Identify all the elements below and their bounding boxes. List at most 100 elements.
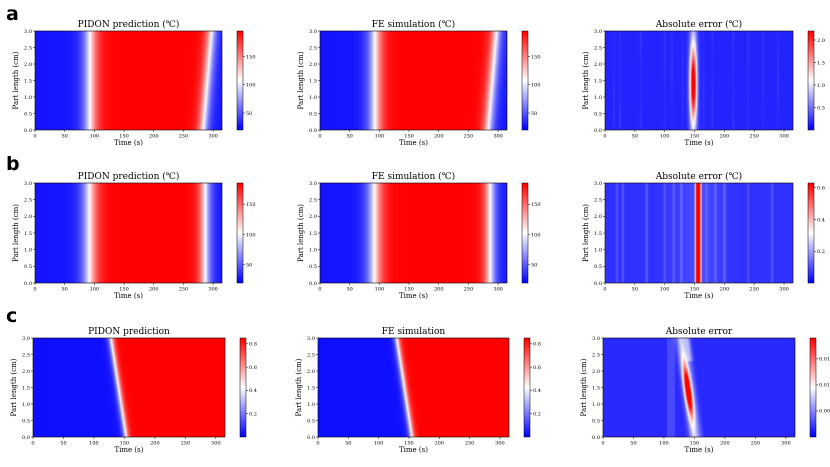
x-tick-label: 200	[720, 441, 730, 447]
colorbar	[810, 338, 816, 437]
panel-title: Absolute error (℃)	[655, 171, 742, 182]
y-tick-label: 2.5	[594, 45, 602, 51]
x-tick-label: 250	[464, 134, 474, 140]
heatmap-image	[605, 183, 793, 283]
x-tick-label: 200	[434, 287, 444, 293]
colorbar-frame	[809, 337, 817, 438]
colorbar-frame	[523, 337, 531, 438]
y-tick-label: 0.5	[307, 418, 315, 424]
colorbar-tick-label: 100	[246, 232, 256, 238]
y-tick-label: 3.0	[594, 29, 602, 35]
colorbar	[524, 338, 530, 437]
y-axis-label: Part length (cm)	[580, 358, 588, 416]
x-tick-label: 250	[181, 441, 191, 447]
colorbar-tick-label: 150	[531, 54, 541, 60]
x-tick-label: 100	[374, 441, 384, 447]
y-tick-label: 1.0	[592, 402, 600, 408]
x-tick-label: 100	[90, 287, 100, 293]
colorbar-tick-label: 0.8	[249, 342, 257, 348]
x-tick-label: 50	[630, 441, 636, 447]
colorbar-tick-label: 100	[246, 83, 256, 89]
colorbar-tick-label: 50	[531, 263, 537, 269]
x-tick-label: 250	[464, 287, 474, 293]
y-tick-label: 0.5	[309, 264, 317, 270]
panel-title: Absolute error (℃)	[655, 19, 742, 30]
y-tick-label: 1.5	[594, 231, 602, 237]
panel-title: PIDON prediction (℃)	[78, 171, 180, 182]
y-tick-label: 2.5	[594, 197, 602, 203]
x-tick-label: 50	[61, 287, 67, 293]
y-tick-label: 2.5	[24, 197, 32, 203]
colorbar-tick-label: 0.015	[819, 357, 830, 363]
colorbar-tick-label: 150	[246, 202, 256, 208]
y-tick-label: 3.0	[309, 181, 317, 187]
y-tick-label: 0.0	[592, 435, 600, 441]
y-axis-label: Part length (cm)	[297, 204, 305, 262]
x-tick-label: 150	[404, 441, 414, 447]
colorbar-frame	[807, 182, 815, 284]
heatmap-panel-b-3: Absolute error (℃) 0 50 100 150 200 250 300 0.0 0…	[582, 171, 825, 300]
y-tick-label: 0.0	[594, 281, 602, 287]
colorbar	[237, 183, 243, 283]
y-axis-label: Part length (cm)	[12, 204, 20, 262]
x-axis-label: Time (s)	[114, 139, 143, 147]
y-tick-label: 0.0	[24, 128, 32, 134]
x-tick-label: 50	[632, 287, 638, 293]
y-tick-label: 2.0	[307, 369, 315, 375]
panel-title: Absolute error	[665, 327, 733, 337]
y-tick-label: 2.0	[594, 62, 602, 68]
colorbar-frame	[236, 30, 244, 131]
x-tick-label: 150	[404, 134, 414, 140]
colorbar-tick-label: 0.4	[249, 388, 257, 394]
y-tick-label: 1.0	[309, 247, 317, 253]
x-tick-label: 50	[346, 287, 352, 293]
y-tick-label: 3.0	[592, 336, 600, 342]
y-tick-label: 2.5	[309, 45, 317, 51]
colorbar-frame	[236, 182, 244, 284]
x-tick-label: 300	[779, 287, 789, 293]
x-tick-label: 100	[659, 441, 669, 447]
y-tick-label: 2.5	[592, 352, 600, 358]
colorbar-tick-label: 50	[531, 111, 537, 117]
y-tick-label: 1.0	[309, 95, 317, 101]
y-tick-label: 1.5	[309, 231, 317, 237]
x-tick-label: 100	[375, 134, 385, 140]
colorbar-tick-label: 0.4	[533, 388, 541, 394]
colorbar-tick-label: 1.5	[817, 60, 825, 66]
heatmap-panel-c-1: PIDON prediction 0 50 100 150 200 250 300 0.0 0.5…	[10, 327, 257, 454]
x-tick-label: 300	[779, 134, 789, 140]
y-tick-label: 3.0	[307, 336, 315, 342]
x-tick-label: 0	[601, 441, 604, 447]
x-axis-label: Time (s)	[114, 292, 143, 300]
y-tick-label: 0.5	[24, 111, 32, 117]
y-tick-label: 1.5	[24, 231, 32, 237]
colorbar-tick-label: 100	[531, 83, 541, 89]
x-tick-label: 0	[33, 134, 36, 140]
panel-title: FE simulation (℃)	[372, 171, 455, 182]
y-tick-label: 1.5	[24, 78, 32, 84]
y-axis-label: Part length (cm)	[582, 204, 590, 262]
x-tick-label: 0	[603, 287, 606, 293]
x-tick-label: 0	[31, 441, 34, 447]
y-axis-label: Part length (cm)	[10, 358, 18, 416]
panel-letter-c: c	[6, 305, 17, 327]
heatmap-image	[318, 338, 509, 437]
panel-letter-b: b	[6, 153, 20, 175]
y-tick-label: 0.5	[592, 418, 600, 424]
y-tick-label: 0.0	[594, 128, 602, 134]
y-tick-label: 0.5	[309, 111, 317, 117]
y-tick-label: 3.0	[22, 336, 30, 342]
y-tick-label: 0.0	[309, 128, 317, 134]
x-tick-label: 100	[660, 287, 670, 293]
panel-title: FE simulation (℃)	[372, 19, 455, 30]
x-tick-label: 200	[434, 441, 444, 447]
colorbar-tick-label: 0.010	[819, 383, 830, 389]
colorbar	[240, 338, 246, 437]
x-tick-label: 50	[60, 441, 66, 447]
x-tick-label: 150	[119, 134, 129, 140]
x-tick-label: 50	[345, 441, 351, 447]
y-tick-label: 1.5	[309, 78, 317, 84]
x-tick-label: 300	[781, 441, 791, 447]
y-tick-label: 2.0	[24, 214, 32, 220]
